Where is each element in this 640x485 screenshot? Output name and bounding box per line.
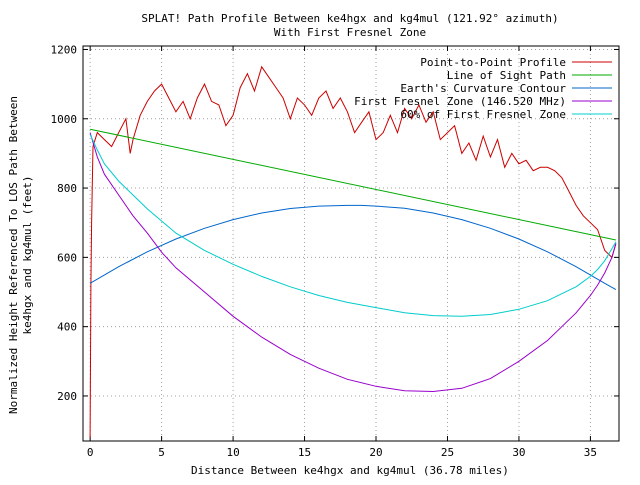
x-axis-label: Distance Between ke4hgx and kg4mul (36.7…: [191, 464, 509, 477]
y-tick-label: 600: [57, 251, 77, 264]
y-tick-label: 400: [57, 321, 77, 334]
y-tick-label: 1000: [51, 113, 78, 126]
x-tick-label: 20: [369, 446, 382, 459]
chart-title: SPLAT! Path Profile Between ke4hgx and k…: [141, 12, 558, 25]
x-tick-label: 0: [87, 446, 94, 459]
series-first-fresnel-zone-146-520-mhz: [89, 132, 617, 393]
legend-label: First Fresnel Zone (146.520 MHz): [354, 95, 566, 108]
y-tick-label: 200: [57, 390, 77, 403]
plot-frame: [82, 45, 620, 442]
x-tick-label: 25: [441, 446, 454, 459]
y-tick-label: 1200: [51, 43, 78, 56]
tick-labels: 0 5 10 15 20 25 30 35 200 400 600 800 1000 1200: [51, 43, 598, 459]
legend-label: Earth's Curvature Contour: [400, 82, 566, 95]
x-tick-label: 35: [584, 446, 597, 459]
y-axis-label-line1: Normalized Height Referenced To LOS Path…: [7, 96, 20, 414]
series-60-of-first-fresnel-zone: [89, 134, 617, 317]
x-tick-label: 30: [512, 446, 525, 459]
x-tick-label: 10: [226, 446, 239, 459]
grid: [83, 46, 619, 441]
x-tick-label: 5: [158, 446, 165, 459]
legend-label: Point-to-Point Profile: [420, 56, 566, 69]
x-tick-label: 15: [298, 446, 311, 459]
legend-label: 60% of First Fresnel Zone: [400, 108, 566, 121]
y-axis-label-line2: ke4hgx and kg4mul (feet): [21, 176, 34, 335]
legend-label: Line of Sight Path: [447, 69, 566, 82]
axis-ticks: [83, 46, 619, 441]
series-earth-s-curvature-contour: [89, 204, 617, 291]
chart-subtitle: With First Fresnel Zone: [274, 26, 426, 39]
y-tick-label: 800: [57, 182, 77, 195]
series-line-of-sight-path: [89, 128, 617, 241]
data-series: [89, 65, 617, 438]
series-point-to-point-profile: [89, 65, 617, 438]
